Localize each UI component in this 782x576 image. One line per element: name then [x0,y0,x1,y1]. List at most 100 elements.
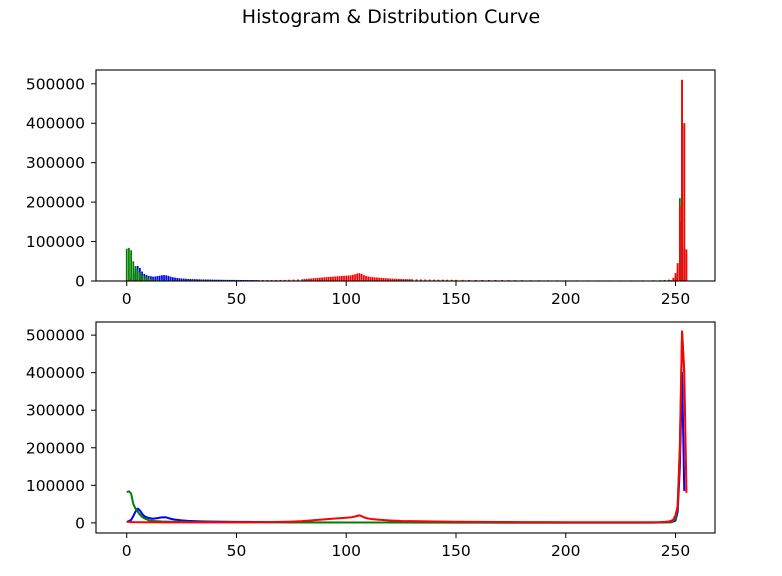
bar-blue-17 [163,275,165,281]
bar-red-45 [323,277,326,281]
bar-red-50 [334,276,337,281]
bar-red-128 [685,249,688,281]
bar-red-84 [409,279,411,281]
bar-blue-12 [152,276,154,281]
x-tick-label-1: 50 [227,542,247,560]
bar-green-6 [139,272,141,281]
bar-red-39 [310,278,312,281]
y-tick-label-5: 500000 [26,327,85,345]
axes-frame [95,69,716,282]
bar-blue-29 [189,279,192,281]
x-tick-label-2: 100 [331,542,361,560]
bar-red-124 [676,263,679,281]
bar-red-68 [373,277,376,281]
bar-green-1 [128,247,130,281]
bar-red-70 [378,277,381,281]
bar-red-76 [391,278,394,281]
y-tick-label-4: 400000 [26,364,85,382]
y-tick-label-2: 200000 [26,194,85,212]
bar-blue-23 [176,278,179,281]
bar-red-79 [398,278,400,281]
bar-red-72 [382,278,385,281]
bar-red-83 [406,279,409,281]
bar-red-95 [455,279,457,281]
bar-blue-32 [196,279,198,281]
distribution-curve-panel: 0 50 100 150 200 250 0 100000 200000 300000 400000… [26,321,716,560]
bar-red-47 [327,276,330,281]
x-tick-label-5: 250 [661,542,691,560]
bar-red-35 [301,279,304,281]
bar-red-122 [672,277,675,281]
bar-blue-19 [167,275,170,281]
y-tick-label-1: 100000 [26,477,85,495]
bar-green-13 [156,279,159,281]
bar-red-40 [312,278,315,281]
bar-blue-26 [182,278,185,281]
bar-red-87 [419,279,422,281]
bar-red-92 [441,279,444,281]
bar-green-10 [147,278,150,281]
bar-green-14 [160,279,163,281]
bar-red-57 [349,275,352,281]
bar-blue-45 [224,279,227,281]
bar-blue-30 [191,279,194,281]
x-tick-label-0: 0 [122,290,132,308]
x-tick-label-3: 150 [441,542,471,560]
bar-red-82 [404,279,407,281]
bar-blue-28 [187,278,190,281]
bar-red-69 [376,277,378,281]
bar-red-93 [446,279,449,281]
bar-red-51 [336,276,339,281]
bar-red-86 [415,279,418,281]
bar-green-12 [152,279,154,281]
bar-red-0 [125,279,128,281]
y-tick-label-3: 300000 [26,402,85,420]
bar-green-9 [145,277,148,281]
bar-red-65 [367,276,370,281]
bar-red-73 [384,278,387,281]
x-tick-label-1: 50 [227,290,247,308]
plot-area [125,79,688,281]
x-tick-label-2: 100 [331,290,361,308]
bar-red-42 [316,277,319,281]
bar-red-64 [365,275,367,281]
bar-blue-31 [193,279,196,281]
bar-red-43 [319,277,321,281]
bar-blue-27 [185,278,187,281]
bar-red-37 [305,278,308,281]
y-tick-label-0: 0 [75,514,85,532]
y-tick-label-5: 500000 [26,75,85,93]
bar-red-62 [360,273,363,281]
bar-red-44 [321,277,323,281]
bar-red-75 [389,278,392,281]
bar-blue-21 [171,277,174,281]
histogram-panel: 0 50 100 150 200 250 0 100000 200000 300000 400000… [26,69,716,308]
bar-red-90 [433,279,435,281]
bar-red-125 [679,206,681,281]
bar-blue-18 [165,275,168,281]
bar-red-77 [393,278,396,281]
bar-green-0 [125,248,128,281]
bar-red-48 [329,276,332,281]
bar-red-49 [332,276,334,281]
bar-green-4 [134,266,137,281]
bar-blue-42 [218,279,220,281]
x-tick-label-4: 200 [551,290,581,308]
bar-red-53 [340,275,343,281]
bar-red-31 [283,279,286,281]
bar-blue-43 [220,279,222,281]
bar-green-3 [132,261,135,281]
axes-frame [95,321,716,534]
bar-red-61 [358,273,361,281]
x-tick-label-5: 250 [661,290,691,308]
bar-red-74 [387,278,389,281]
bar-red-67 [371,277,374,281]
bar-blue-20 [169,276,172,281]
bar-green-5 [136,269,139,281]
bar-green-7 [141,274,143,281]
bar-blue-40 [213,279,216,281]
bar-red-32 [288,279,291,281]
y-tick-label-0: 0 [75,273,85,291]
y-tick-label-4: 400000 [26,115,85,133]
